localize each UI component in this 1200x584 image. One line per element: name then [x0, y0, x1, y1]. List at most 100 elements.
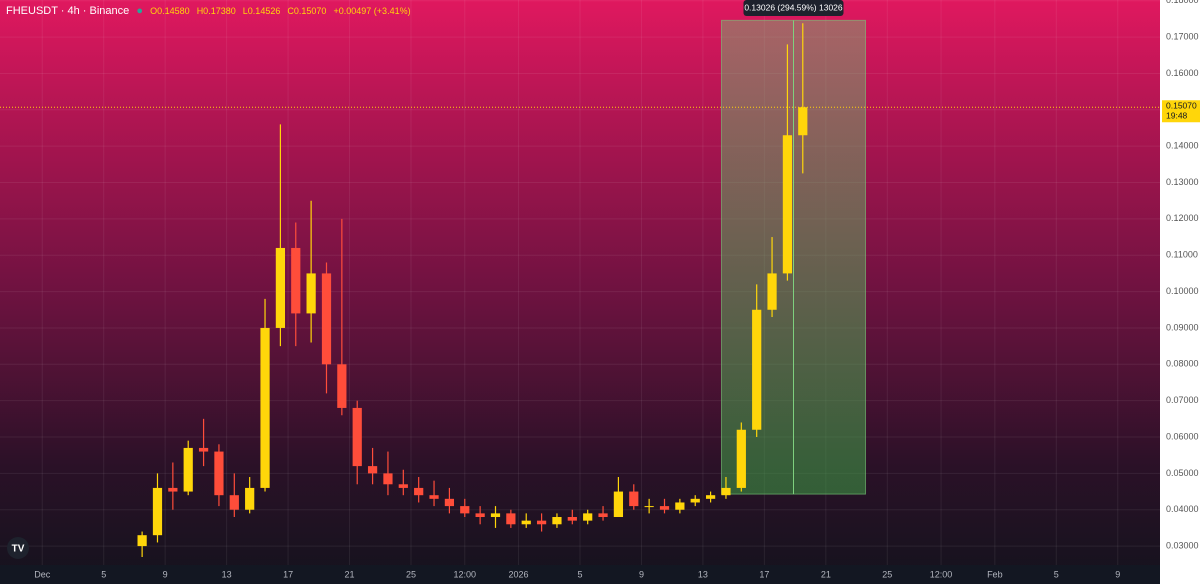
x-tick-label: 25 [882, 569, 892, 579]
candle-body [629, 491, 639, 507]
y-tick-label: 0.13000 [1166, 177, 1199, 187]
candle-body [598, 513, 608, 518]
candle-body [782, 135, 793, 274]
candle-body [245, 487, 255, 510]
countdown-label: 19:48 [1166, 111, 1188, 121]
x-tick-label: 5 [577, 569, 582, 579]
y-tick-label: 0.10000 [1166, 286, 1199, 296]
y-tick-label: 0.12000 [1166, 213, 1199, 223]
legend: FHEUSDT · 4h · Binance ● O0.14580 H0.173… [6, 5, 415, 17]
x-tick-label: 13 [698, 569, 708, 579]
candle-body [659, 506, 670, 510]
last-price-label: 0.15070 [1166, 101, 1197, 111]
candle-body [260, 327, 270, 488]
x-tick-label: 5 [1054, 569, 1059, 579]
svg-text:TV: TV [12, 544, 25, 555]
candle-body [444, 498, 455, 507]
y-tick-label: 0.07000 [1166, 395, 1199, 405]
y-tick-label: 0.14000 [1166, 141, 1199, 151]
last-price-tag [1162, 100, 1200, 123]
y-tick-label: 0.09000 [1166, 322, 1199, 332]
y-tick-label: 0.08000 [1166, 359, 1199, 369]
candle-body [337, 364, 347, 408]
close: C0.15070 [287, 6, 327, 16]
y-tick-label: 0.11000 [1166, 250, 1198, 260]
y-tick-label: 0.18000 [1166, 0, 1199, 5]
open: O0.14580 [150, 6, 190, 16]
candle-body [214, 451, 224, 496]
candle-body [367, 466, 378, 474]
candle-body [736, 429, 746, 488]
candle-body [690, 498, 700, 503]
y-tick-label: 0.04000 [1166, 504, 1199, 514]
candle-body [490, 513, 501, 518]
x-tick-label: 13 [222, 569, 232, 579]
measure-label: 0.13026 (294.59%) 13026 [744, 2, 843, 12]
x-tick-label: 12:00 [930, 569, 953, 579]
candle-body [168, 487, 178, 492]
y-tick-label: 0.06000 [1166, 431, 1199, 441]
y-tick-label: 0.16000 [1166, 68, 1199, 78]
candle-body [352, 407, 362, 467]
time-axis-bg [0, 565, 1160, 584]
y-tick-label: 0.03000 [1166, 540, 1199, 550]
candle-body [644, 506, 654, 508]
candle-body [383, 473, 393, 485]
x-tick-label: 5 [101, 569, 106, 579]
y-tick-label: 0.17000 [1166, 31, 1199, 41]
candle-body [152, 487, 163, 536]
candle-body [705, 495, 716, 499]
x-tick-label: Dec [34, 569, 51, 579]
x-tick-label: 9 [1115, 569, 1120, 579]
candle-body [229, 495, 239, 510]
plot [0, 19, 1160, 558]
candle-body [475, 513, 485, 518]
candle-body [429, 495, 439, 499]
x-tick-label: Feb [987, 569, 1003, 579]
candle-body [798, 107, 808, 136]
candle-body [536, 520, 547, 525]
status-dot: ● [136, 5, 144, 17]
x-tick-label: 17 [283, 569, 293, 579]
x-tick-label: 25 [406, 569, 416, 579]
candle-body [306, 273, 316, 314]
low: L0.14526 [242, 6, 281, 16]
x-tick-label: 17 [759, 569, 769, 579]
high: H0.17380 [196, 6, 236, 16]
measure-label-bg [743, 0, 844, 16]
candle-body [721, 487, 731, 496]
tv-logo: TV [7, 537, 29, 559]
change: +0.00497 (+3.41%) [333, 6, 411, 16]
x-tick-label: 12:00 [454, 569, 477, 579]
candle-body [414, 487, 424, 496]
x-tick-label: 9 [639, 569, 644, 579]
axes: 0.03000 0.04000 0.05000 0.06000 0.07000 0.080… [34, 0, 1200, 579]
candle-body [567, 517, 577, 521]
candle-body [767, 273, 777, 310]
candle-body [321, 273, 332, 365]
price-axis-bg [1160, 0, 1200, 584]
candle-body [137, 535, 147, 547]
x-tick-label: 21 [821, 569, 831, 579]
candle-body [291, 247, 301, 314]
candle-body [552, 517, 562, 525]
candle-body [183, 447, 193, 492]
candle-body [675, 502, 685, 510]
candle-body [398, 484, 408, 488]
candle-body [613, 491, 624, 518]
y-tick-label: 0.05000 [1166, 468, 1199, 478]
grid [0, 0, 1160, 565]
x-tick-label: 21 [345, 569, 355, 579]
candle-body [521, 520, 531, 525]
candle-body [460, 506, 470, 514]
candle-body [583, 513, 593, 521]
candle-body [752, 309, 762, 430]
candle-body [198, 447, 209, 452]
symbol[interactable]: FHEUSDT · 4h · Binance [6, 5, 130, 17]
x-tick-label: 9 [163, 569, 168, 579]
candle-body [275, 247, 286, 328]
candle-body [506, 513, 516, 525]
x-tick-label: 2026 [509, 569, 529, 579]
